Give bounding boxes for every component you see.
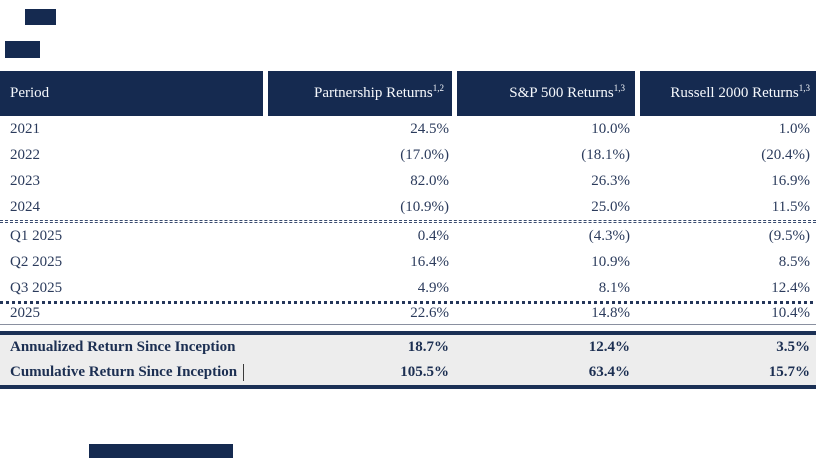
table-row: Q2 2025 16.4% 10.9% 8.5% — [0, 249, 816, 275]
column-header-sp500-returns: S&P 500 Returns1,3 — [457, 71, 640, 116]
quarterly-rows-section: Q1 2025 0.4% (4.3%) (9.5%) Q2 2025 16.4% 10.9%… — [0, 223, 816, 301]
table-row: Annualized Return Since Inception 18.7% 12… — [0, 335, 816, 360]
dotted-separator — [0, 301, 816, 304]
table-row: 2025 22.6% 14.8% 10.4% — [0, 304, 816, 325]
dashed-separator — [0, 220, 816, 223]
value-cell: 16.9% — [771, 173, 810, 189]
column-header-partnership-returns: Partnership Returns1,2 — [268, 71, 457, 116]
table-row: 2024 (10.9%) 25.0% 11.5% — [0, 194, 816, 220]
value-cell: (20.4%) — [761, 147, 810, 163]
period-cell: Q2 2025 — [10, 254, 63, 270]
table-row: Cumulative Return Since Inception 105.5% 6… — [0, 360, 816, 385]
period-cell: Cumulative Return Since Inception — [0, 360, 268, 385]
value-cell: 11.5% — [771, 199, 810, 215]
text-cursor — [243, 364, 244, 381]
period-cell: 2025 — [10, 305, 40, 321]
value-cell: 105.5% — [400, 364, 449, 380]
column-header-period: Period — [0, 71, 268, 116]
value-cell: 10.4% — [771, 305, 810, 321]
table-row: 2023 82.0% 26.3% 16.9% — [0, 168, 816, 194]
value-cell: 10.9% — [591, 254, 630, 270]
summary-top-rule — [0, 331, 816, 335]
period-cell: 2022 — [10, 147, 40, 163]
value-cell: (18.1%) — [581, 147, 630, 163]
value-cell: (17.0%) — [400, 147, 449, 163]
table-row: Q3 2025 4.9% 8.1% 12.4% — [0, 275, 816, 301]
annual-rows-section: 2021 24.5% 10.0% 1.0% 2022 (17.0%) (18.1%) (20.… — [0, 116, 816, 220]
value-cell: 14.8% — [591, 305, 630, 321]
footnote-marker: 1,3 — [613, 83, 625, 93]
value-cell: 12.4% — [588, 339, 630, 355]
value-cell: 82.0% — [410, 173, 449, 189]
value-cell: 10.0% — [591, 121, 630, 137]
value-cell: 8.5% — [778, 254, 810, 270]
returns-table: Period Partnership Returns1,2 S&P 500 Re… — [0, 71, 816, 389]
table-row: 2021 24.5% 10.0% 1.0% — [0, 116, 816, 142]
period-cell: 2024 — [10, 199, 40, 215]
value-cell: 24.5% — [410, 121, 449, 137]
period-cell: 2021 — [10, 121, 40, 137]
value-cell: 8.1% — [598, 280, 630, 296]
summary-rows-section: Annualized Return Since Inception 18.7% 12… — [0, 335, 816, 385]
value-cell: 16.4% — [410, 254, 449, 270]
column-header-russell2000-returns: Russell 2000 Returns1,3 — [640, 71, 816, 116]
value-cell: 22.6% — [410, 305, 449, 321]
cropped-text-fragment-top-2 — [5, 41, 40, 58]
table-row: Q1 2025 0.4% (4.3%) (9.5%) — [0, 223, 816, 249]
period-cell: Q1 2025 — [10, 228, 63, 244]
period-cell: Q3 2025 — [10, 280, 63, 296]
table-header-row: Period Partnership Returns1,2 S&P 500 Re… — [0, 71, 816, 116]
value-cell: 3.5% — [776, 339, 810, 355]
cropped-text-fragment-top-1 — [25, 9, 56, 25]
table-bottom-rule — [0, 385, 816, 389]
value-cell: 1.0% — [778, 121, 810, 137]
period-cell: Annualized Return Since Inception — [10, 339, 236, 355]
period-cell: 2023 — [10, 173, 40, 189]
value-cell: (4.3%) — [588, 228, 630, 244]
value-cell: (10.9%) — [400, 199, 449, 215]
value-cell: 15.7% — [768, 364, 810, 380]
value-cell: 18.7% — [407, 339, 449, 355]
value-cell: 63.4% — [588, 364, 630, 380]
value-cell: 25.0% — [591, 199, 630, 215]
value-cell: (9.5%) — [768, 228, 810, 244]
value-cell: 4.9% — [417, 280, 449, 296]
value-cell: 12.4% — [771, 280, 810, 296]
ytd-row-section: 2025 22.6% 14.8% 10.4% — [0, 304, 816, 325]
value-cell: 26.3% — [591, 173, 630, 189]
table-row: 2022 (17.0%) (18.1%) (20.4%) — [0, 142, 816, 168]
footnote-marker: 1,2 — [432, 83, 444, 93]
value-cell: 0.4% — [417, 228, 449, 244]
footnote-marker: 1,3 — [798, 83, 810, 93]
cropped-text-fragment-bottom — [89, 444, 233, 458]
